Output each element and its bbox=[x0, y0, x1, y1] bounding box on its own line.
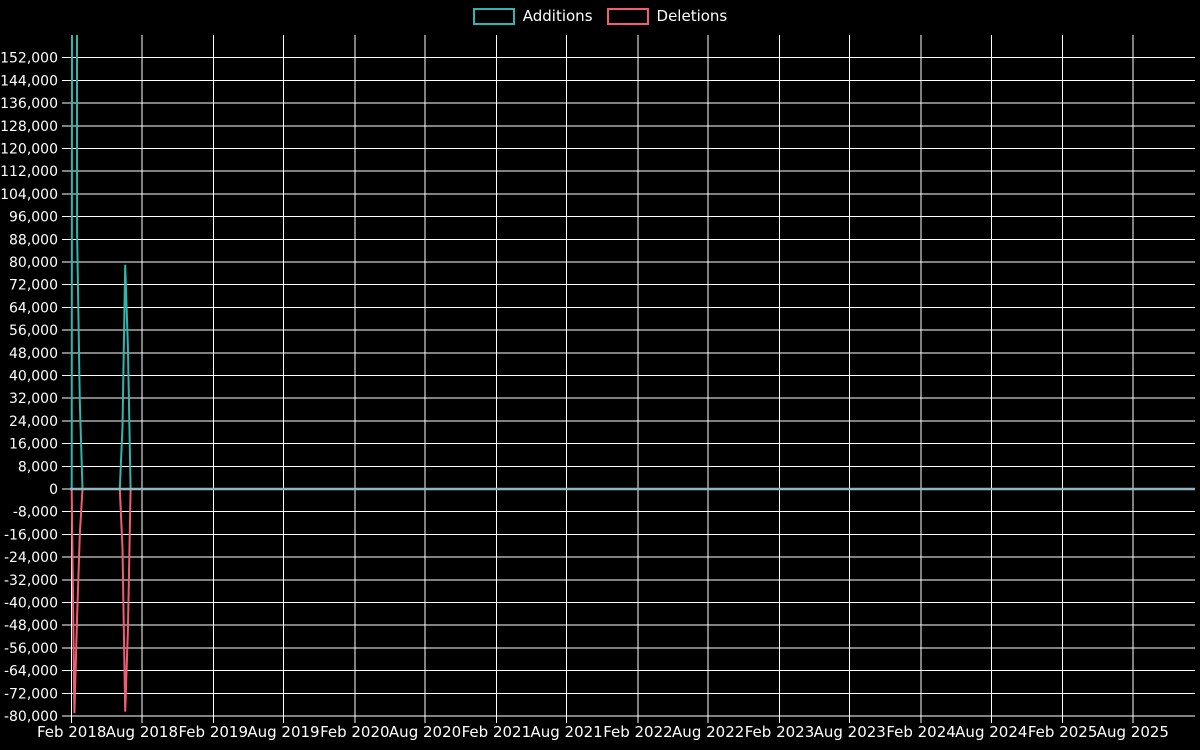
vertical-gridlines bbox=[71, 35, 1134, 716]
x-axis bbox=[62, 715, 1195, 723]
y-tick-label: 40,000 bbox=[9, 369, 58, 385]
x-tick-label: Feb 2018 bbox=[37, 723, 107, 741]
y-tick-label: -8,000 bbox=[13, 505, 58, 521]
x-tick-label: Feb 2025 bbox=[1028, 723, 1098, 741]
y-tick-label: 120,000 bbox=[0, 142, 58, 158]
x-tick-label: Feb 2019 bbox=[179, 723, 249, 741]
y-tick-label: 24,000 bbox=[9, 414, 58, 430]
y-tick-label: -48,000 bbox=[4, 618, 58, 634]
x-tick-label: Feb 2024 bbox=[886, 723, 956, 741]
y-tick-label: 96,000 bbox=[9, 210, 58, 226]
y-tick-label: -24,000 bbox=[4, 550, 58, 566]
series-line-deletions bbox=[70, 488, 1195, 714]
y-tick-label: -80,000 bbox=[4, 709, 58, 725]
x-tick-label: Aug 2018 bbox=[106, 723, 178, 741]
x-tick-label: Feb 2023 bbox=[745, 723, 815, 741]
y-tick-label: 104,000 bbox=[0, 187, 58, 203]
x-tick-label: Aug 2023 bbox=[814, 723, 886, 741]
series-line-additions bbox=[70, 35, 1195, 490]
y-tick-label: 152,000 bbox=[0, 51, 58, 67]
y-tick-label: 8,000 bbox=[18, 459, 58, 475]
y-tick-label: 128,000 bbox=[0, 119, 58, 135]
y-tick-label: 56,000 bbox=[9, 323, 58, 339]
y-tick-label: 88,000 bbox=[9, 232, 58, 248]
y-tick-label: 80,000 bbox=[9, 255, 58, 271]
x-tick-label: Aug 2019 bbox=[247, 723, 319, 741]
series-lines bbox=[70, 35, 1195, 714]
x-axis-tick-labels: Feb 2018 Aug 2018 Feb 2019 Aug 2019 Feb 2020… bbox=[37, 723, 1169, 741]
y-tick-label: -32,000 bbox=[4, 573, 58, 589]
y-tick-label: 16,000 bbox=[9, 437, 58, 453]
x-tick-label: Feb 2022 bbox=[603, 723, 673, 741]
x-tick-label: Aug 2025 bbox=[1097, 723, 1169, 741]
y-tick-label: 72,000 bbox=[9, 278, 58, 294]
y-axis-tick-labels: -80,000 -72,000 -64,000 -56,000 -48,000 -40,0… bbox=[0, 51, 58, 725]
x-tick-label: Feb 2020 bbox=[320, 723, 390, 741]
x-tick-label: Feb 2021 bbox=[462, 723, 532, 741]
y-tick-label: 48,000 bbox=[9, 346, 58, 362]
y-tick-label: -16,000 bbox=[4, 527, 58, 543]
x-tick-label: Aug 2024 bbox=[955, 723, 1027, 741]
y-tick-label: -72,000 bbox=[4, 686, 58, 702]
y-tick-label: 32,000 bbox=[9, 391, 58, 407]
horizontal-gridlines bbox=[62, 57, 1195, 717]
y-tick-label: -40,000 bbox=[4, 596, 58, 612]
x-tick-label: Aug 2021 bbox=[530, 723, 602, 741]
y-tick-label: -56,000 bbox=[4, 641, 58, 657]
y-tick-label: 136,000 bbox=[0, 96, 58, 112]
y-tick-label: -64,000 bbox=[4, 664, 58, 680]
y-tick-label: 144,000 bbox=[0, 73, 58, 89]
y-tick-label: 64,000 bbox=[9, 300, 58, 316]
y-tick-label: 0 bbox=[49, 482, 58, 498]
x-tick-label: Aug 2020 bbox=[389, 723, 461, 741]
y-tick-label: 112,000 bbox=[0, 164, 58, 180]
x-tick-label: Aug 2022 bbox=[672, 723, 744, 741]
